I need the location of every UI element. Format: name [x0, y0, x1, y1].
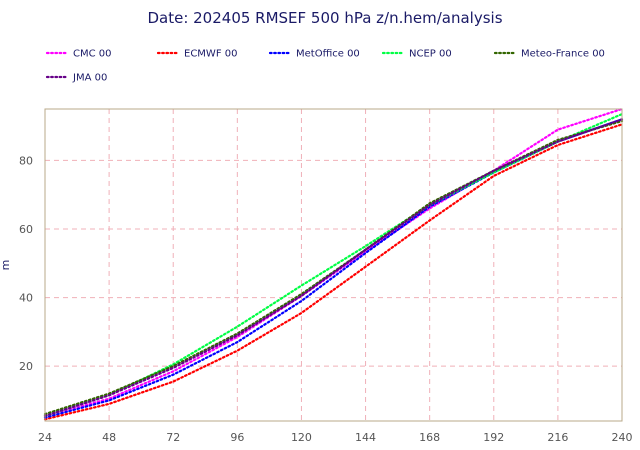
y-tick-label: 40: [19, 292, 33, 305]
x-tick-label: 240: [612, 431, 633, 444]
legend-item: JMA 00: [45, 73, 107, 84]
y-axis-label: m: [0, 260, 12, 271]
series-layer: [43, 107, 624, 421]
x-tick-label: 24: [38, 431, 52, 444]
y-tick-label: 80: [19, 154, 33, 167]
series-line: [43, 118, 624, 417]
x-axis: 24 48 72 96 120 144 168 192 216 240: [38, 431, 633, 444]
legend-item: ECMWF 00: [156, 49, 237, 60]
legend: CMC 00 ECMWF 00 MetOffice 00 NCEP 00 Meteo-F…: [45, 49, 605, 84]
legend-label: NCEP 00: [409, 49, 452, 60]
series-2: [43, 118, 624, 419]
x-tick-label: 216: [547, 431, 568, 444]
series-3: [43, 112, 624, 417]
legend-label: ECMWF 00: [184, 49, 237, 60]
x-tick-label: 48: [102, 431, 116, 444]
y-tick-label: 20: [19, 360, 33, 373]
plot-border: [44, 108, 623, 422]
x-tick-label: 192: [483, 431, 504, 444]
y-axis: 20 40 60 80: [19, 154, 33, 373]
plot-frame: [44, 108, 623, 422]
y-tick-label: 60: [19, 223, 33, 236]
x-tick-label: 144: [355, 431, 376, 444]
series-1: [43, 123, 624, 421]
series-line: [43, 123, 624, 421]
legend-item: Meteo-France 00: [493, 49, 605, 60]
x-tick-label: 72: [166, 431, 180, 444]
series-line: [43, 118, 624, 419]
x-tick-label: 96: [230, 431, 244, 444]
series-line: [43, 112, 624, 417]
legend-item: CMC 00: [45, 49, 112, 60]
legend-label: MetOffice 00: [296, 49, 360, 60]
legend-label: Meteo-France 00: [521, 49, 605, 60]
legend-label: CMC 00: [73, 49, 112, 60]
legend-item: MetOffice 00: [268, 49, 360, 60]
series-line: [43, 119, 624, 416]
legend-item: NCEP 00: [381, 49, 452, 60]
series-5: [43, 118, 624, 417]
chart-title: Date: 202405 RMSEF 500 hPa z/n.hem/analy…: [147, 9, 502, 27]
x-tick-label: 168: [419, 431, 440, 444]
series-4: [43, 119, 624, 416]
x-tick-label: 120: [291, 431, 312, 444]
legend-label: JMA 00: [72, 73, 107, 84]
